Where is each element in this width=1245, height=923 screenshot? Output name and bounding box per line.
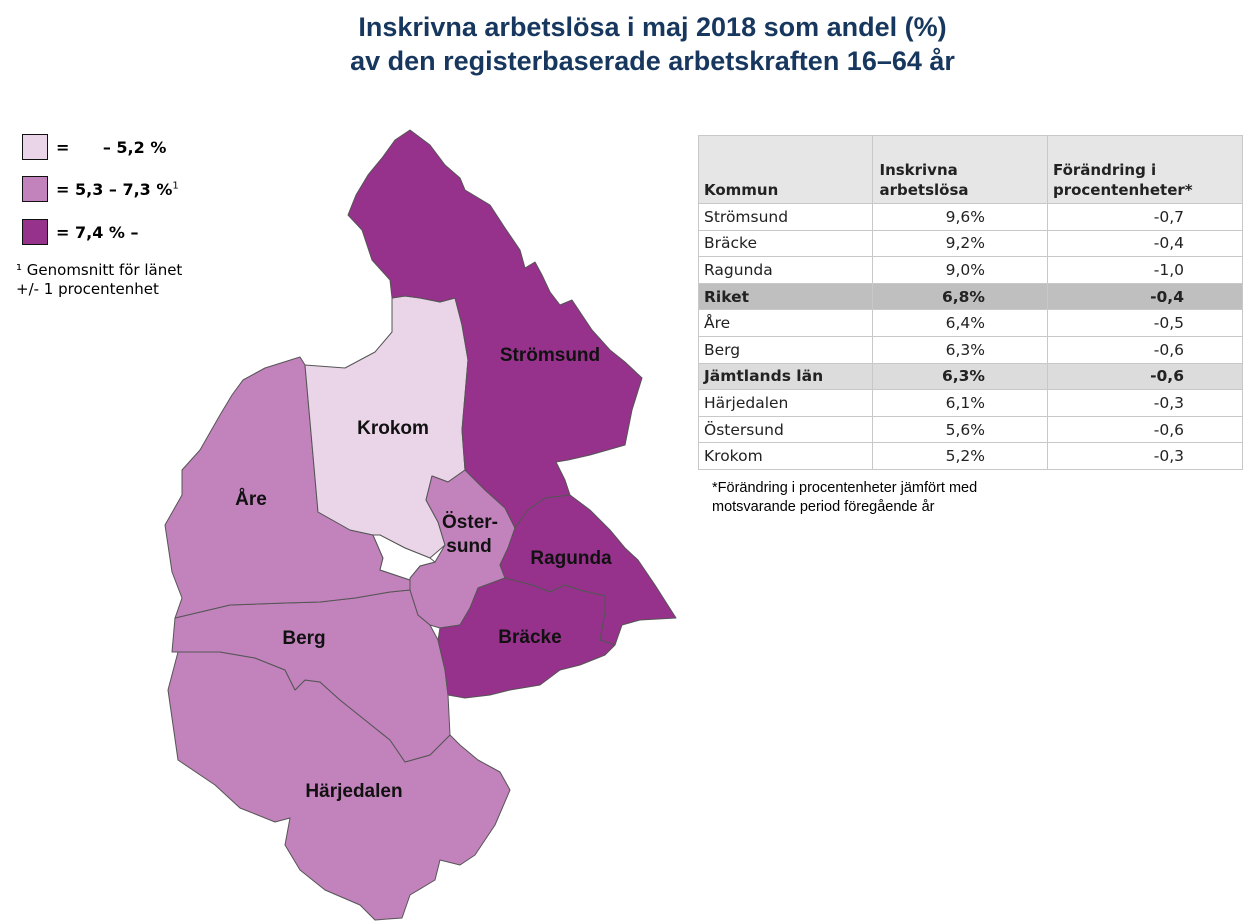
cell-andel: 6,1% — [872, 389, 1048, 417]
label-stromsund: Strömsund — [500, 345, 600, 366]
cell-kommun: Berg — [697, 335, 874, 364]
table-row: Berg 6,3% -0,6 — [697, 335, 1244, 364]
legend-item-high: = 7,4 % – — [22, 217, 139, 247]
label-berg: Berg — [282, 628, 325, 649]
lake-storsjon — [372, 534, 437, 581]
cell-andel: 9,2% — [872, 229, 1048, 258]
table-row: Strömsund 9,6% -0,7 — [697, 203, 1244, 231]
header-kommun: Kommun — [697, 135, 874, 204]
cell-forandring: -1,0 — [1046, 256, 1244, 284]
cell-forandring: -0,6 — [1046, 335, 1244, 364]
legend-item-low: = – 5,2 % — [22, 132, 166, 162]
legend-footnote-marker: 1 — [172, 180, 179, 192]
legend-label-mid: = 5,3 – 7,3 %1 — [56, 179, 179, 199]
cell-forandring: -0,7 — [1046, 203, 1244, 231]
jamtland-map: Strömsund Krokom Åre Öster- sund Ragunda… — [164, 129, 677, 921]
cell-andel: 6,3% — [872, 335, 1048, 364]
cell-kommun: Östersund — [697, 415, 874, 444]
cell-andel: 5,6% — [872, 415, 1048, 444]
table-row: Östersund 5,6% -0,6 — [697, 415, 1244, 444]
label-are: Åre — [235, 489, 267, 510]
table-row: Riket 6,8% -0,4 — [697, 282, 1244, 311]
cell-andel: 5,2% — [872, 442, 1048, 470]
table-row: Ragunda 9,0% -1,0 — [697, 256, 1244, 284]
cell-forandring: -0,6 — [1046, 415, 1244, 444]
cell-kommun: Jämtlands län — [697, 362, 874, 391]
table-row: Bräcke 9,2% -0,4 — [697, 229, 1244, 258]
table-row: Åre 6,4% -0,5 — [697, 309, 1244, 337]
table-row: Krokom 5,2% -0,3 — [697, 442, 1244, 470]
cell-kommun: Strömsund — [697, 203, 874, 231]
label-ostersund-2: sund — [446, 536, 491, 557]
cell-forandring: -0,4 — [1046, 282, 1244, 311]
cell-andel: 9,6% — [872, 203, 1048, 231]
title-line-1: Inskrivna arbetslösa i maj 2018 som ande… — [358, 12, 947, 42]
cell-forandring: -0,3 — [1046, 442, 1244, 470]
label-harjedalen: Härjedalen — [305, 781, 402, 802]
table-row: Jämtlands län 6,3% -0,6 — [697, 362, 1244, 391]
cell-kommun: Krokom — [697, 442, 874, 470]
legend-label-low: = – 5,2 % — [56, 137, 167, 157]
cell-kommun: Ragunda — [697, 256, 874, 284]
cell-kommun: Åre — [697, 309, 874, 337]
label-bracke: Bräcke — [498, 627, 561, 648]
legend-label-high: = 7,4 % – — [56, 222, 139, 242]
cell-kommun: Riket — [697, 282, 874, 311]
legend-swatch-low — [22, 134, 48, 160]
cell-forandring: -0,4 — [1046, 229, 1244, 258]
cell-andel: 6,8% — [872, 282, 1048, 311]
label-krokom: Krokom — [357, 418, 429, 439]
cell-kommun: Bräcke — [697, 229, 874, 258]
cell-andel: 9,0% — [872, 256, 1048, 284]
page-title: Inskrivna arbetslösa i maj 2018 som ande… — [0, 10, 1245, 78]
table-note-line-2: motsvarande period föregående år — [712, 499, 935, 515]
legend-swatch-mid — [22, 176, 48, 202]
label-ragunda: Ragunda — [530, 548, 612, 569]
cell-andel: 6,3% — [872, 362, 1048, 391]
cell-forandring: -0,5 — [1046, 309, 1244, 337]
legend-footnote-line-1: ¹ Genomsnitt för länet — [16, 261, 183, 279]
title-line-2: av den registerbaserade arbetskraften 16… — [350, 46, 955, 76]
cell-forandring: -0,6 — [1046, 362, 1244, 391]
label-ostersund-1: Öster- — [442, 512, 498, 533]
table-note: *Förändring i procentenheter jämfört med… — [712, 479, 977, 517]
table-row: Härjedalen 6,1% -0,3 — [697, 389, 1244, 417]
table-note-line-1: *Förändring i procentenheter jämfört med — [712, 480, 978, 496]
legend-footnote-line-2: +/- 1 procentenhet — [16, 280, 159, 298]
region-bracke[interactable] — [437, 577, 616, 699]
cell-andel: 6,4% — [872, 309, 1048, 337]
legend-footnote: ¹ Genomsnitt för länet +/- 1 procentenhe… — [16, 261, 182, 299]
legend-swatch-high — [22, 219, 48, 245]
header-forandring: Förändring i procentenheter* — [1046, 135, 1244, 204]
cell-kommun: Härjedalen — [697, 389, 874, 417]
header-inskrivna: Inskrivna arbetslösa — [872, 135, 1048, 204]
legend-item-mid: = 5,3 – 7,3 %1 — [22, 174, 179, 204]
cell-forandring: -0,3 — [1046, 389, 1244, 417]
